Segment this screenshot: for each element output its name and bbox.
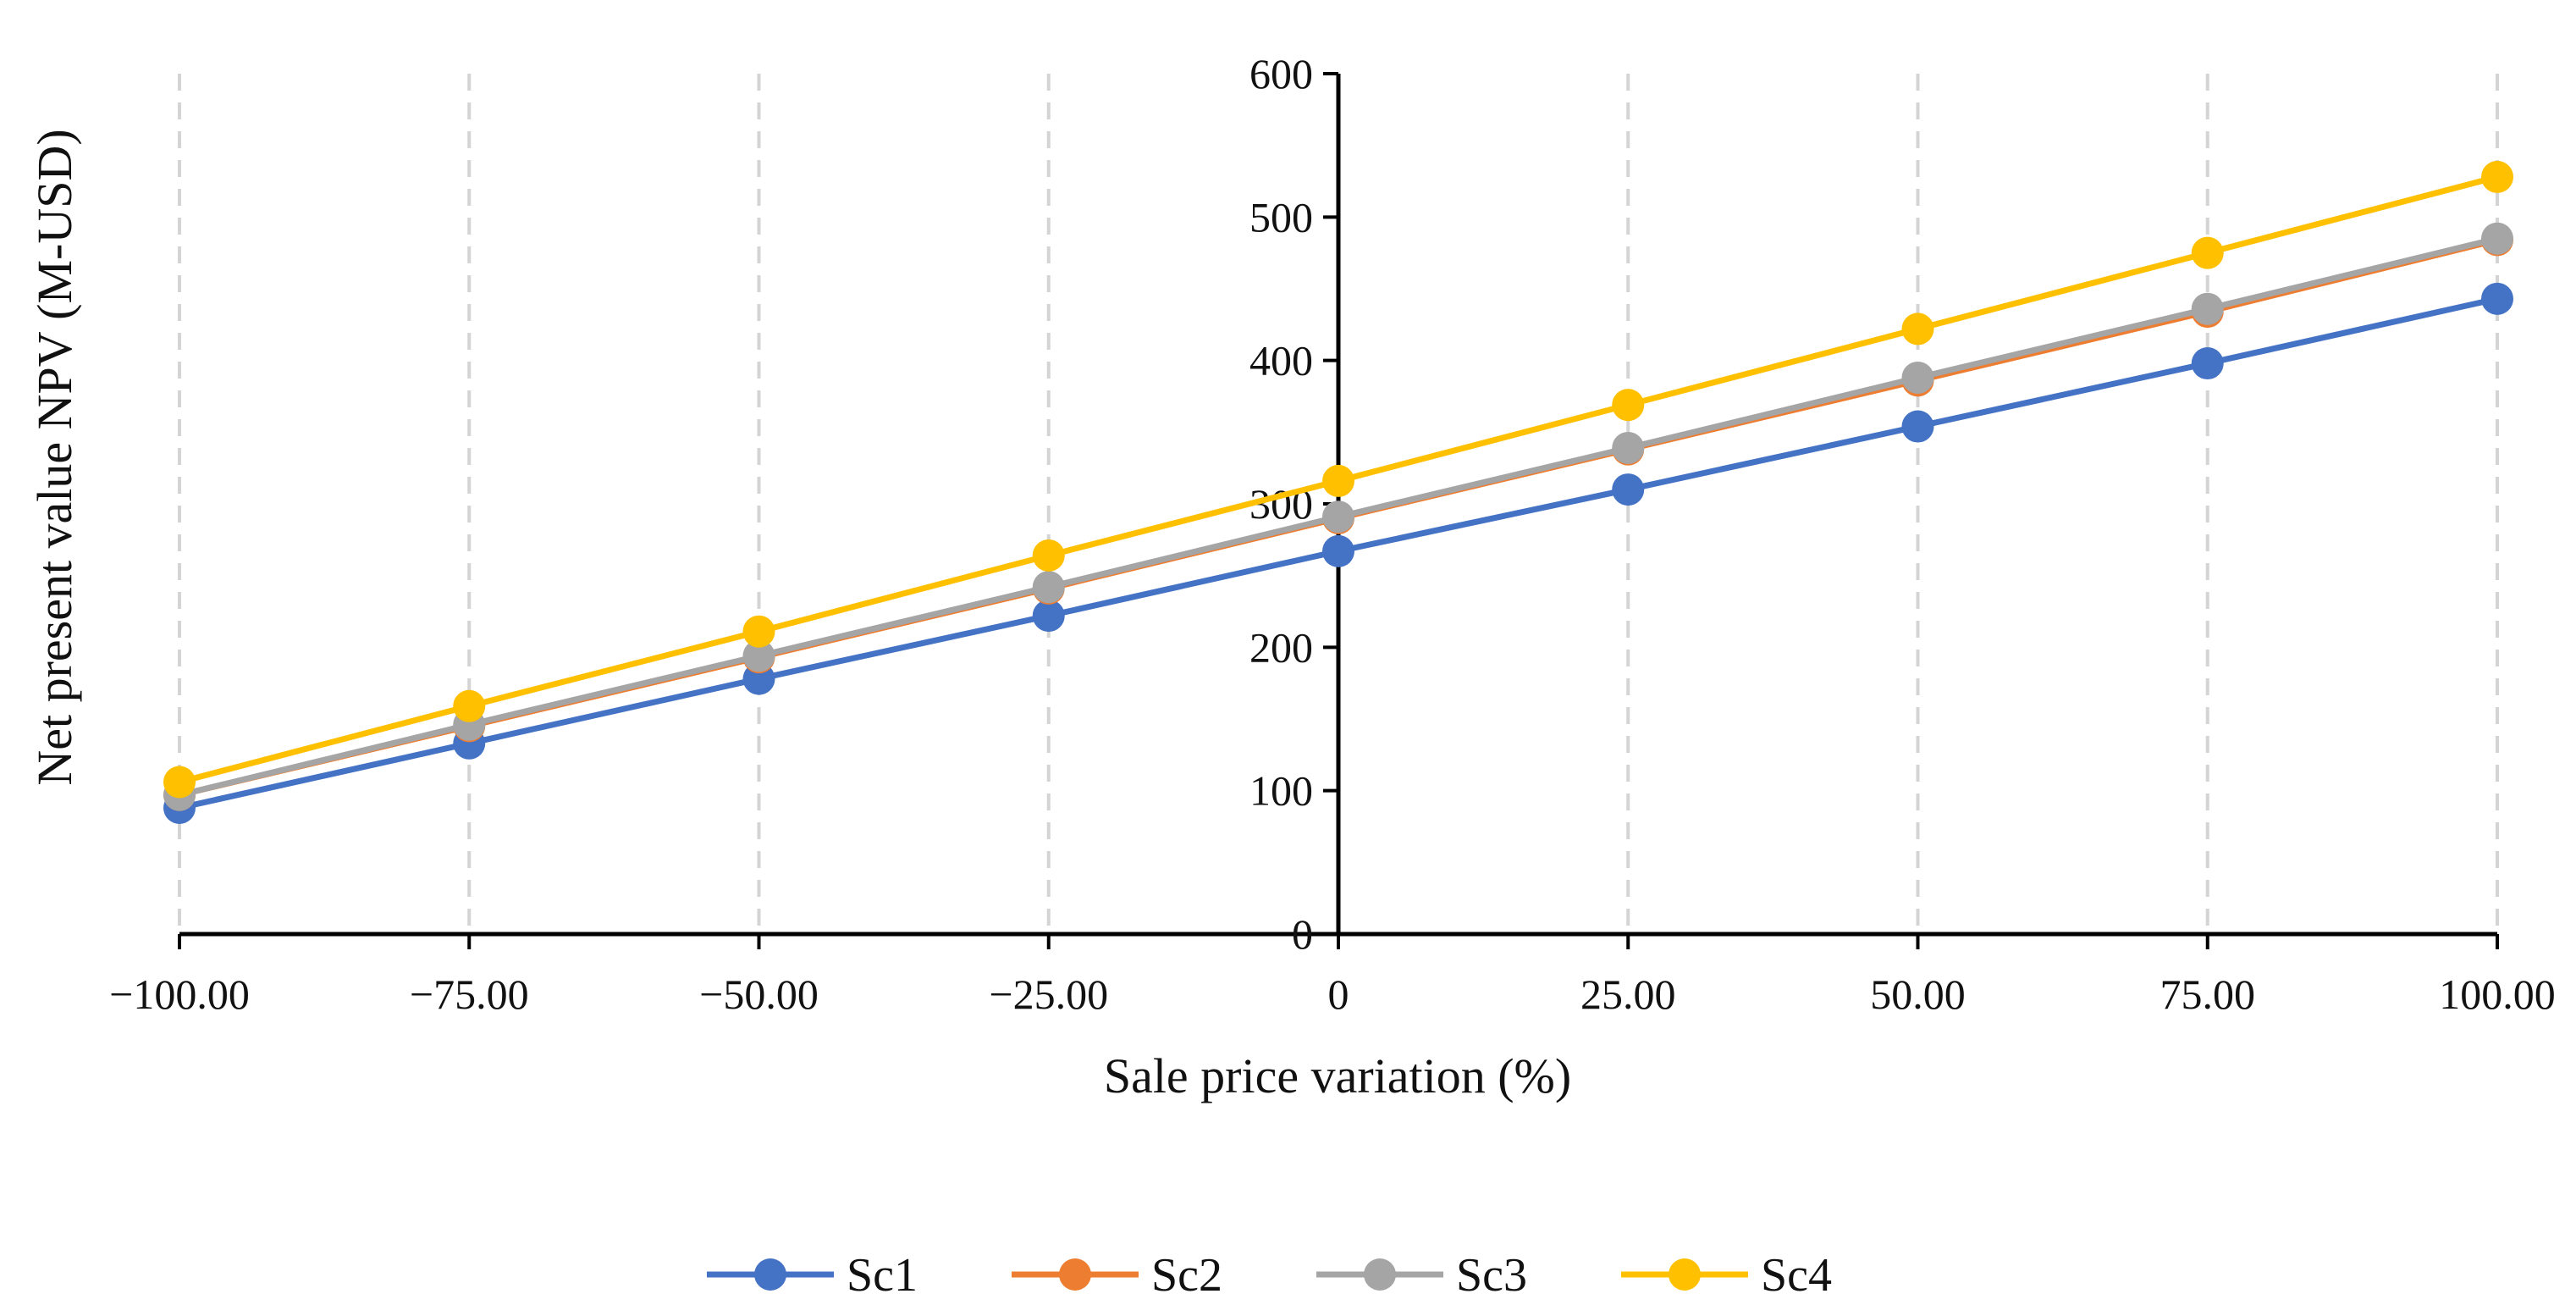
- axes: [178, 72, 2499, 949]
- data-point-sc1: [1901, 410, 1934, 443]
- x-tick-labels: −100.00 −75.00 −50.00 −25.00 0 25.00 50.00 75.0…: [109, 970, 2556, 1018]
- data-point-sc1: [1322, 534, 1354, 567]
- legend-item-sc4: Sc4: [1621, 1249, 1832, 1302]
- x-tick-label: 100.00: [2439, 970, 2556, 1018]
- legend-label: Sc4: [1761, 1249, 1832, 1302]
- y-tick-label: 600: [1249, 50, 1313, 97]
- data-point-sc4: [163, 766, 196, 799]
- data-point-sc4: [1901, 312, 1934, 346]
- y-axis-title: Net present value NPV (M-USD): [27, 129, 82, 785]
- data-point-sc3: [1612, 431, 1645, 464]
- y-tick-label: 400: [1249, 337, 1313, 384]
- legend-marker: [1364, 1258, 1396, 1291]
- data-point-sc4: [2481, 160, 2513, 193]
- legend-marker: [1669, 1258, 1701, 1291]
- x-tick-label: 75.00: [2160, 970, 2256, 1018]
- data-point-sc3: [2481, 222, 2513, 255]
- x-tick-label: −100.00: [109, 970, 250, 1018]
- x-axis-title: Sale price variation (%): [1104, 1048, 1571, 1103]
- data-point-sc4: [2191, 236, 2224, 269]
- data-point-sc4: [1322, 464, 1354, 497]
- legend-item-sc3: Sc3: [1316, 1249, 1527, 1302]
- y-tick-label: 200: [1249, 623, 1313, 671]
- legend-item-sc2: Sc2: [1012, 1249, 1222, 1302]
- legend-item-sc1: Sc1: [707, 1249, 918, 1302]
- x-tick-label: −25.00: [989, 970, 1108, 1018]
- data-point-sc3: [1322, 500, 1354, 534]
- x-tick-label: −50.00: [699, 970, 819, 1018]
- series-sc4: [163, 160, 2513, 799]
- legend-label: Sc2: [1151, 1249, 1222, 1302]
- y-tick-label: 500: [1249, 193, 1313, 241]
- y-tick-label: 0: [1292, 910, 1313, 958]
- x-tick-label: 25.00: [1580, 970, 1676, 1018]
- data-point-sc3: [1032, 571, 1065, 604]
- legend-marker: [1059, 1258, 1091, 1291]
- data-point-sc4: [1032, 539, 1065, 572]
- data-point-sc1: [1612, 473, 1645, 506]
- data-point-sc1: [1032, 600, 1065, 633]
- data-point-sc4: [453, 689, 486, 722]
- data-point-sc3: [2191, 292, 2224, 325]
- series-group: [163, 160, 2513, 824]
- legend-label: Sc3: [1456, 1249, 1527, 1302]
- data-point-sc4: [742, 615, 775, 648]
- data-point-sc3: [742, 639, 775, 672]
- y-tick-label: 100: [1249, 767, 1313, 815]
- data-point-sc1: [2481, 282, 2513, 315]
- data-point-sc3: [1901, 361, 1934, 394]
- data-point-sc4: [1612, 389, 1645, 422]
- x-tick-label: 0: [1328, 970, 1349, 1018]
- data-point-sc1: [2191, 347, 2224, 380]
- legend-label: Sc1: [847, 1249, 918, 1302]
- legend: Sc1 Sc2 Sc3 Sc4: [707, 1249, 1832, 1302]
- x-tick-label: −75.00: [410, 970, 529, 1018]
- legend-marker: [754, 1258, 786, 1291]
- x-tick-label: 50.00: [1870, 970, 1966, 1018]
